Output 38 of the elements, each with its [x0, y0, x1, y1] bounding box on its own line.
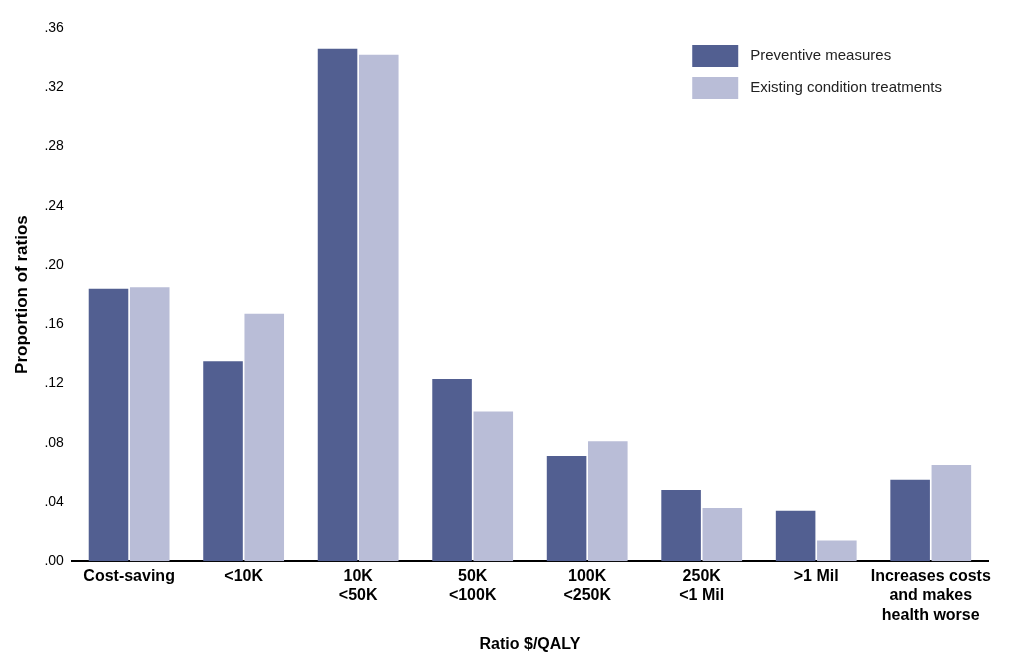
- y-tick-label: .08: [44, 433, 65, 450]
- bar: [432, 379, 472, 562]
- x-tick-label: Increases costs and makes health worse: [870, 567, 991, 623]
- bar: [358, 54, 399, 562]
- y-tick-label: .36: [44, 18, 65, 35]
- bar: [661, 490, 701, 562]
- x-tick-label: 50K <100K: [448, 567, 497, 604]
- y-tick-label: .04: [44, 492, 65, 509]
- bar: [931, 464, 972, 562]
- bar: [588, 441, 628, 562]
- y-tick-label: .00: [44, 552, 65, 569]
- x-axis-title: Ratio $/QALY: [479, 634, 581, 652]
- y-axis-title: Proportion of ratios: [11, 215, 31, 374]
- y-tick-label: .24: [44, 196, 65, 213]
- x-tick-label: 250K <1 Mil: [679, 567, 725, 604]
- x-tick-label: <10K: [224, 567, 264, 585]
- y-tick-label: .16: [44, 315, 65, 332]
- y-tick-label: .32: [44, 78, 65, 95]
- x-tick-label: Cost-saving: [83, 567, 175, 585]
- bar: [890, 479, 930, 562]
- y-tick-label: .28: [44, 137, 65, 154]
- bar: [88, 288, 129, 562]
- bar: [317, 48, 358, 562]
- x-tick-label: 100K <250K: [563, 567, 612, 604]
- bar: [244, 313, 285, 562]
- x-tick-label: >1 Mil: [793, 567, 839, 585]
- y-tick-label: .12: [44, 374, 65, 391]
- bar: [702, 507, 743, 562]
- bar: [817, 540, 857, 562]
- bar: [203, 361, 243, 562]
- legend-label: Existing condition treatments: [750, 78, 942, 96]
- bar: [129, 287, 170, 562]
- legend-label: Preventive measures: [750, 46, 892, 64]
- bar: [473, 411, 514, 562]
- bar: [546, 456, 587, 562]
- bar: [775, 510, 816, 562]
- x-tick-label: 10K <50K: [338, 567, 378, 604]
- y-tick-label: .20: [44, 255, 65, 272]
